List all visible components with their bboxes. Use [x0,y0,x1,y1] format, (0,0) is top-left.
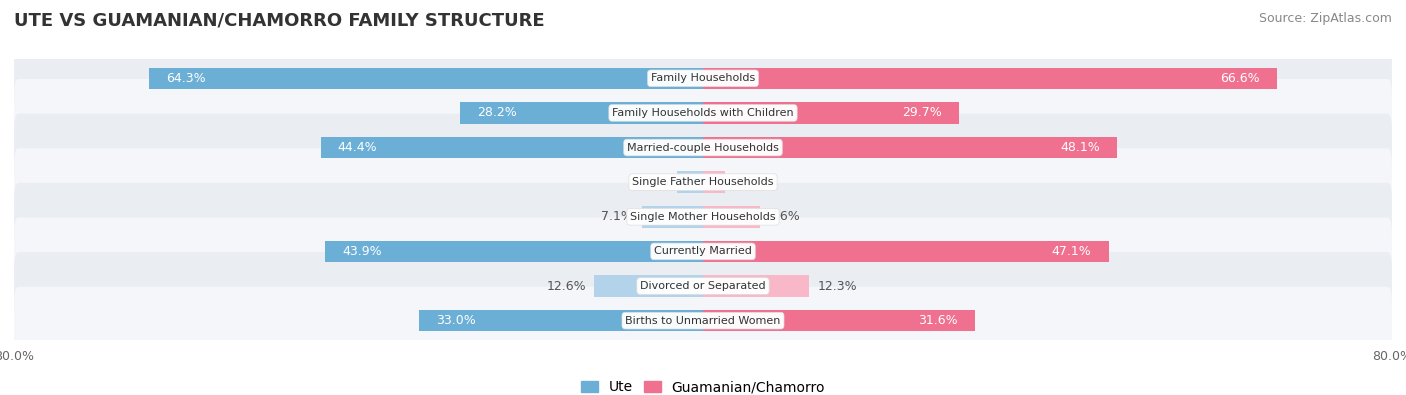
Bar [678,171,703,193]
Text: 12.6%: 12.6% [547,280,586,293]
FancyBboxPatch shape [14,183,1392,251]
Bar [703,275,808,297]
FancyBboxPatch shape [14,148,1392,216]
Text: 43.9%: 43.9% [342,245,382,258]
Text: Family Households: Family Households [651,73,755,83]
Text: Divorced or Separated: Divorced or Separated [640,281,766,291]
Bar [419,310,703,331]
Bar [325,241,703,262]
Text: 2.6%: 2.6% [734,176,766,189]
Text: 44.4%: 44.4% [337,141,377,154]
Bar [703,241,1108,262]
Text: 12.3%: 12.3% [817,280,858,293]
Bar [321,137,703,158]
Legend: Ute, Guamanian/Chamorro: Ute, Guamanian/Chamorro [581,380,825,395]
Text: 7.1%: 7.1% [602,210,633,223]
Bar [703,171,725,193]
Text: 28.2%: 28.2% [478,106,517,119]
Text: 3.0%: 3.0% [637,176,669,189]
Text: 33.0%: 33.0% [436,314,475,327]
Bar [595,275,703,297]
Text: Source: ZipAtlas.com: Source: ZipAtlas.com [1258,12,1392,25]
Text: 48.1%: 48.1% [1060,141,1099,154]
Text: 6.6%: 6.6% [769,210,800,223]
Bar [703,206,759,228]
Bar [703,68,1277,89]
FancyBboxPatch shape [14,44,1392,112]
Text: Single Mother Households: Single Mother Households [630,212,776,222]
Text: Family Households with Children: Family Households with Children [612,108,794,118]
Text: 47.1%: 47.1% [1052,245,1091,258]
Bar [703,310,976,331]
Bar [703,137,1118,158]
FancyBboxPatch shape [14,79,1392,147]
FancyBboxPatch shape [14,252,1392,320]
FancyBboxPatch shape [14,218,1392,285]
Bar [643,206,703,228]
Text: UTE VS GUAMANIAN/CHAMORRO FAMILY STRUCTURE: UTE VS GUAMANIAN/CHAMORRO FAMILY STRUCTU… [14,12,544,30]
Bar [460,102,703,124]
Text: Births to Unmarried Women: Births to Unmarried Women [626,316,780,325]
Text: 31.6%: 31.6% [918,314,957,327]
Text: Currently Married: Currently Married [654,246,752,256]
Text: 29.7%: 29.7% [901,106,942,119]
Text: Single Father Households: Single Father Households [633,177,773,187]
Text: 64.3%: 64.3% [166,72,207,85]
FancyBboxPatch shape [14,287,1392,355]
FancyBboxPatch shape [14,114,1392,181]
Bar [149,68,703,89]
Bar [703,102,959,124]
Text: 66.6%: 66.6% [1219,72,1260,85]
Text: Married-couple Households: Married-couple Households [627,143,779,152]
